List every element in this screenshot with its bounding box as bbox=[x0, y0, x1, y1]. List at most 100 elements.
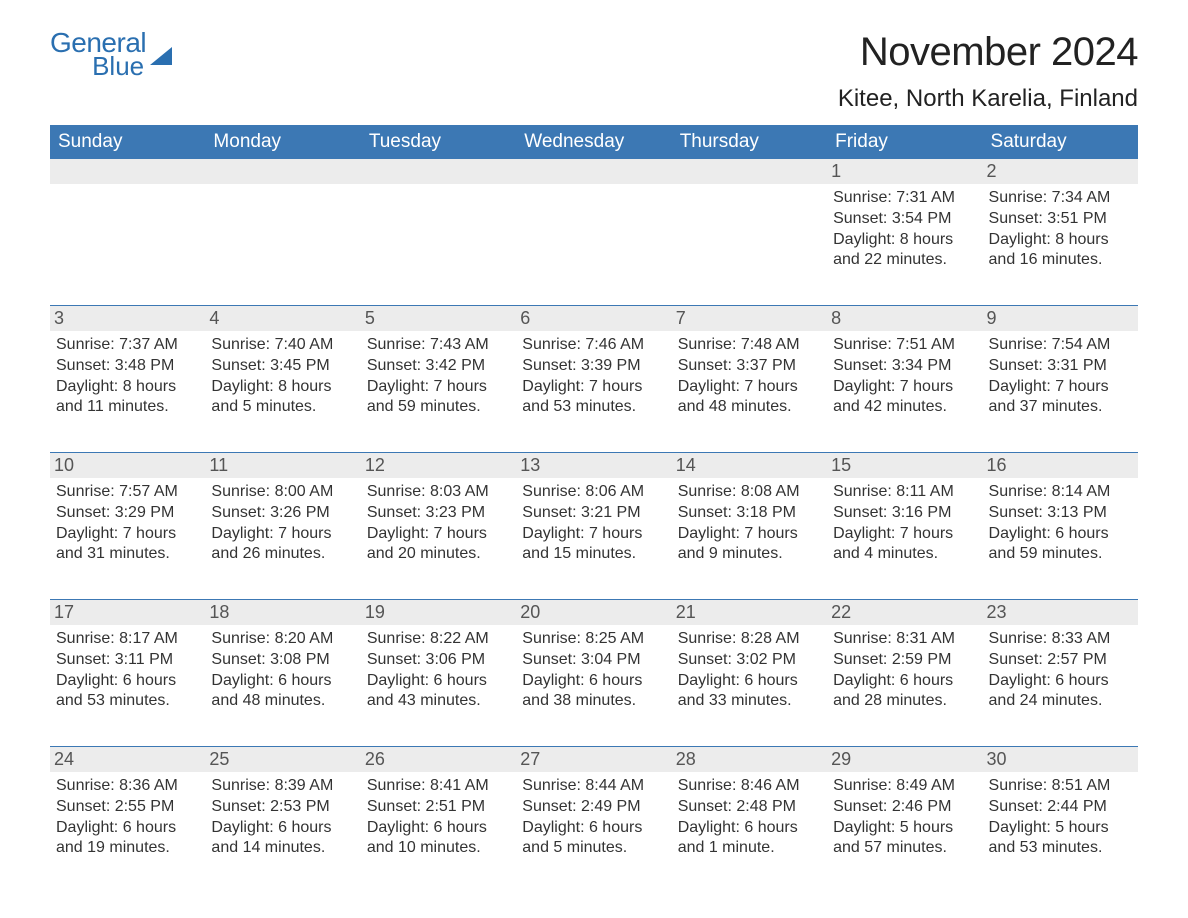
day-info: Sunrise: 7:46 AMSunset: 3:39 PMDaylight:… bbox=[522, 335, 665, 418]
title-block: November 2024 Kitee, North Karelia, Finl… bbox=[838, 30, 1138, 113]
sunrise-line: Sunrise: 7:31 AM bbox=[833, 188, 976, 209]
sunrise-line: Sunrise: 7:48 AM bbox=[678, 335, 821, 356]
sunset-line: Sunset: 3:11 PM bbox=[56, 650, 199, 671]
day-cell: 20Sunrise: 8:25 AMSunset: 3:04 PMDayligh… bbox=[516, 600, 671, 728]
daylight-line: Daylight: 6 hours and 43 minutes. bbox=[367, 671, 510, 713]
sunrise-line: Sunrise: 7:34 AM bbox=[989, 188, 1132, 209]
day-info: Sunrise: 7:31 AMSunset: 3:54 PMDaylight:… bbox=[833, 188, 976, 271]
empty-day-band bbox=[672, 159, 827, 184]
day-cell: 3 Sunrise: 7:37 AMSunset: 3:48 PMDaylight… bbox=[50, 306, 205, 434]
sunrise-line: Sunrise: 8:08 AM bbox=[678, 482, 821, 503]
day-info: Sunrise: 8:20 AMSunset: 3:08 PMDaylight:… bbox=[211, 629, 354, 712]
week-row: 10 Sunrise: 7:57 AMSunset: 3:29 PMDayligh… bbox=[50, 452, 1138, 581]
day-number: 6 bbox=[516, 306, 671, 331]
day-number: 4 bbox=[205, 306, 360, 331]
sunset-line: Sunset: 3:31 PM bbox=[989, 356, 1132, 377]
sunset-line: Sunset: 3:02 PM bbox=[678, 650, 821, 671]
sunset-line: Sunset: 2:51 PM bbox=[367, 797, 510, 818]
sunrise-line: Sunrise: 8:03 AM bbox=[367, 482, 510, 503]
day-number: 13 bbox=[516, 453, 671, 478]
day-number: 16 bbox=[983, 453, 1138, 478]
day-info: Sunrise: 7:54 AMSunset: 3:31 PMDaylight:… bbox=[989, 335, 1132, 418]
sunrise-line: Sunrise: 8:11 AM bbox=[833, 482, 976, 503]
empty-day-band bbox=[516, 159, 671, 184]
week-spacer bbox=[50, 434, 1138, 452]
sunset-line: Sunset: 3:18 PM bbox=[678, 503, 821, 524]
sunrise-line: Sunrise: 7:46 AM bbox=[522, 335, 665, 356]
sunrise-line: Sunrise: 8:20 AM bbox=[211, 629, 354, 650]
daylight-line: Daylight: 6 hours and 19 minutes. bbox=[56, 818, 199, 860]
day-number: 10 bbox=[50, 453, 205, 478]
day-number: 30 bbox=[983, 747, 1138, 772]
sunrise-line: Sunrise: 8:17 AM bbox=[56, 629, 199, 650]
day-info: Sunrise: 8:36 AMSunset: 2:55 PMDaylight:… bbox=[56, 776, 199, 859]
day-number: 12 bbox=[361, 453, 516, 478]
location: Kitee, North Karelia, Finland bbox=[838, 85, 1138, 113]
daylight-line: Daylight: 6 hours and 28 minutes. bbox=[833, 671, 976, 713]
day-info: Sunrise: 8:06 AMSunset: 3:21 PMDaylight:… bbox=[522, 482, 665, 565]
day-cell: 9Sunrise: 7:54 AMSunset: 3:31 PMDaylight… bbox=[983, 306, 1138, 434]
dow-row: SundayMondayTuesdayWednesdayThursdayFrid… bbox=[50, 125, 1138, 159]
daylight-line: Daylight: 6 hours and 1 minute. bbox=[678, 818, 821, 860]
daylight-line: Daylight: 7 hours and 15 minutes. bbox=[522, 524, 665, 566]
day-info: Sunrise: 7:40 AMSunset: 3:45 PMDaylight:… bbox=[211, 335, 354, 418]
day-number: 26 bbox=[361, 747, 516, 772]
sunrise-line: Sunrise: 8:00 AM bbox=[211, 482, 354, 503]
day-cell: 18 Sunrise: 8:20 AMSunset: 3:08 PMDayligh… bbox=[205, 600, 360, 728]
daylight-line: Daylight: 6 hours and 33 minutes. bbox=[678, 671, 821, 713]
sunrise-line: Sunrise: 8:33 AM bbox=[989, 629, 1132, 650]
sunrise-line: Sunrise: 8:36 AM bbox=[56, 776, 199, 797]
day-cell: 6 Sunrise: 7:46 AMSunset: 3:39 PMDaylight… bbox=[516, 306, 671, 434]
sunrise-line: Sunrise: 7:37 AM bbox=[56, 335, 199, 356]
dow-sunday: Sunday bbox=[50, 125, 205, 159]
day-number: 24 bbox=[50, 747, 205, 772]
day-cell: 5Sunrise: 7:43 AMSunset: 3:42 PMDaylight… bbox=[361, 306, 516, 434]
day-cell: 19Sunrise: 8:22 AMSunset: 3:06 PMDayligh… bbox=[361, 600, 516, 728]
day-number: 3 bbox=[50, 306, 205, 331]
day-cell: 13 Sunrise: 8:06 AMSunset: 3:21 PMDayligh… bbox=[516, 453, 671, 581]
day-number: 5 bbox=[361, 306, 516, 331]
day-number: 7 bbox=[672, 306, 827, 331]
sunrise-line: Sunrise: 8:49 AM bbox=[833, 776, 976, 797]
dow-thursday: Thursday bbox=[672, 125, 827, 159]
day-cell: 15Sunrise: 8:11 AMSunset: 3:16 PMDayligh… bbox=[827, 453, 982, 581]
day-cell: 16Sunrise: 8:14 AMSunset: 3:13 PMDayligh… bbox=[983, 453, 1138, 581]
sunset-line: Sunset: 3:26 PM bbox=[211, 503, 354, 524]
day-number: 21 bbox=[672, 600, 827, 625]
dow-saturday: Saturday bbox=[983, 125, 1138, 159]
sunrise-line: Sunrise: 7:43 AM bbox=[367, 335, 510, 356]
day-number: 29 bbox=[827, 747, 982, 772]
daylight-line: Daylight: 7 hours and 53 minutes. bbox=[522, 377, 665, 419]
day-cell: 24 Sunrise: 8:36 AMSunset: 2:55 PMDayligh… bbox=[50, 747, 205, 875]
sunset-line: Sunset: 2:44 PM bbox=[989, 797, 1132, 818]
day-number: 18 bbox=[205, 600, 360, 625]
sunset-line: Sunset: 3:48 PM bbox=[56, 356, 199, 377]
daylight-line: Daylight: 8 hours and 5 minutes. bbox=[211, 377, 354, 419]
daylight-line: Daylight: 6 hours and 10 minutes. bbox=[367, 818, 510, 860]
daylight-line: Daylight: 6 hours and 48 minutes. bbox=[211, 671, 354, 713]
dow-wednesday: Wednesday bbox=[516, 125, 671, 159]
day-cell: 26Sunrise: 8:41 AMSunset: 2:51 PMDayligh… bbox=[361, 747, 516, 875]
day-info: Sunrise: 8:28 AMSunset: 3:02 PMDaylight:… bbox=[678, 629, 821, 712]
day-info: Sunrise: 7:37 AMSunset: 3:48 PMDaylight:… bbox=[56, 335, 199, 418]
daylight-line: Daylight: 6 hours and 59 minutes. bbox=[989, 524, 1132, 566]
sunset-line: Sunset: 3:34 PM bbox=[833, 356, 976, 377]
day-info: Sunrise: 8:33 AMSunset: 2:57 PMDaylight:… bbox=[989, 629, 1132, 712]
sunrise-line: Sunrise: 8:25 AM bbox=[522, 629, 665, 650]
sunset-line: Sunset: 3:23 PM bbox=[367, 503, 510, 524]
dow-friday: Friday bbox=[827, 125, 982, 159]
day-number: 28 bbox=[672, 747, 827, 772]
sunset-line: Sunset: 3:54 PM bbox=[833, 209, 976, 230]
daylight-line: Daylight: 8 hours and 11 minutes. bbox=[56, 377, 199, 419]
empty-day-band bbox=[50, 159, 205, 184]
daylight-line: Daylight: 6 hours and 24 minutes. bbox=[989, 671, 1132, 713]
day-number: 8 bbox=[827, 306, 982, 331]
sunset-line: Sunset: 3:16 PM bbox=[833, 503, 976, 524]
day-cell: 17Sunrise: 8:17 AMSunset: 3:11 PMDayligh… bbox=[50, 600, 205, 728]
day-info: Sunrise: 8:39 AMSunset: 2:53 PMDaylight:… bbox=[211, 776, 354, 859]
dow-tuesday: Tuesday bbox=[361, 125, 516, 159]
daylight-line: Daylight: 6 hours and 14 minutes. bbox=[211, 818, 354, 860]
sunset-line: Sunset: 3:21 PM bbox=[522, 503, 665, 524]
day-cell: 8Sunrise: 7:51 AMSunset: 3:34 PMDaylight… bbox=[827, 306, 982, 434]
day-info: Sunrise: 7:57 AMSunset: 3:29 PMDaylight:… bbox=[56, 482, 199, 565]
